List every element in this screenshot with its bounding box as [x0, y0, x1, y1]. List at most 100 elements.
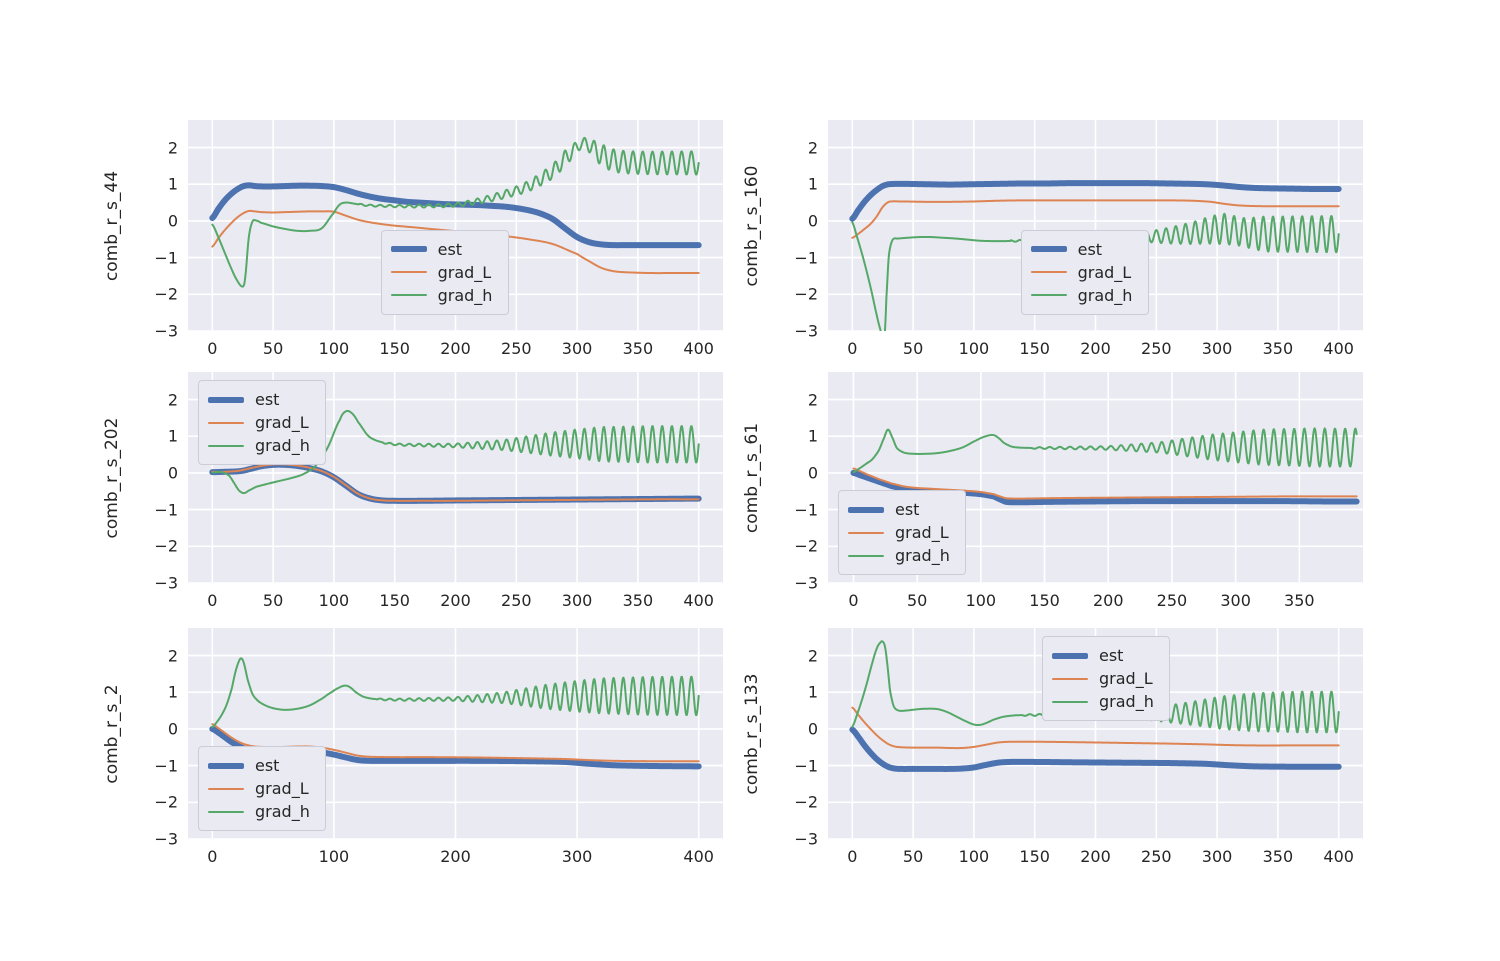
legend-item-est[interactable]: est [1052, 644, 1158, 667]
legend-swatch-est-icon [208, 396, 244, 403]
y-tick-label: 2 [807, 646, 818, 666]
legend-item-grad_h[interactable]: grad_h [208, 434, 314, 457]
y-tick-label: 0 [167, 719, 178, 739]
y-axis-label: comb_r_s_44 [102, 170, 122, 281]
legend-item-grad_L[interactable]: grad_L [848, 521, 954, 544]
legend-item-est[interactable]: est [208, 388, 314, 411]
y-tick-label: −2 [154, 284, 178, 304]
legend-item-est[interactable]: est [390, 238, 497, 261]
legend-label: grad_L [255, 779, 309, 798]
legend[interactable]: est grad_L grad_h [380, 229, 509, 315]
x-tick-label: 250 [1156, 591, 1188, 610]
legend-swatch-grad_L-icon [1030, 271, 1067, 274]
y-tick-label: 2 [807, 390, 818, 410]
y-tick-label: 1 [167, 682, 178, 702]
legend-item-grad_h[interactable]: grad_h [390, 284, 497, 307]
y-tick-label: 0 [167, 463, 178, 483]
legend[interactable]: est grad_L grad_h [198, 746, 326, 831]
series-line-grad_L [211, 463, 700, 502]
legend-item-est[interactable]: est [208, 754, 314, 777]
legend-label: est [1099, 646, 1124, 665]
x-tick-label: 0 [847, 339, 858, 358]
y-tick-label: 1 [167, 426, 178, 446]
x-tick-label: 200 [1080, 339, 1111, 358]
legend-swatch-grad_h-icon [390, 294, 427, 297]
series-line-est [849, 180, 1342, 222]
series-line-grad_h [852, 427, 1358, 474]
x-tick-label: 200 [440, 847, 471, 866]
legend-item-grad_L[interactable]: grad_L [208, 777, 314, 800]
x-tick-label: 250 [501, 339, 532, 358]
legend-label: grad_h [1077, 285, 1133, 305]
x-tick-label: 150 [379, 591, 410, 610]
legend-swatch-est-icon [848, 506, 884, 513]
x-tick-label: 100 [318, 339, 350, 358]
legend-item-grad_L[interactable]: grad_L [1052, 667, 1158, 690]
y-axis-label: comb_r_s_61 [742, 422, 762, 533]
y-tick-label: 2 [167, 646, 178, 666]
x-tick-label: 100 [958, 339, 990, 358]
legend-swatch-est-icon [1052, 652, 1088, 659]
legend-label: est [255, 390, 280, 409]
y-tick-label: −3 [154, 573, 178, 593]
y-tick-label: −1 [154, 756, 178, 776]
x-tick-label: 100 [318, 847, 350, 866]
legend[interactable]: est grad_L grad_h [1042, 636, 1170, 721]
x-tick-label: 50 [906, 591, 928, 610]
legend-item-grad_L[interactable]: grad_L [1030, 261, 1137, 284]
x-tick-label: 0 [847, 847, 858, 866]
y-axis-label: comb_r_s_160 [742, 165, 762, 286]
y-axis-label: comb_r_s_133 [742, 673, 762, 794]
y-tick-label: −1 [794, 248, 818, 268]
legend[interactable]: est grad_L grad_h [838, 490, 966, 575]
legend-item-grad_L[interactable]: grad_L [208, 411, 314, 434]
legend-item-est[interactable]: est [1030, 238, 1137, 261]
x-tick-label: 150 [1019, 339, 1050, 358]
y-tick-label: 2 [167, 138, 178, 158]
x-tick-label: 300 [1220, 591, 1251, 610]
y-tick-label: −2 [154, 792, 178, 812]
y-tick-label: 0 [167, 211, 178, 231]
x-tick-label: 400 [683, 591, 714, 610]
legend-label: grad_L [895, 523, 949, 542]
legend-swatch-grad_L-icon [208, 787, 244, 790]
series-line-est [849, 726, 1342, 772]
x-tick-label: 350 [1262, 847, 1294, 866]
legend[interactable]: est grad_L grad_h [1020, 229, 1149, 315]
x-tick-label: 250 [1141, 847, 1172, 866]
x-tick-label: 100 [965, 591, 997, 610]
legend-item-grad_h[interactable]: grad_h [848, 544, 954, 567]
legend-item-grad_h[interactable]: grad_h [1030, 284, 1137, 307]
y-tick-label: −3 [794, 321, 818, 341]
x-tick-label: 300 [1201, 847, 1233, 866]
legend[interactable]: est grad_L grad_h [198, 380, 326, 465]
legend-item-grad_L[interactable]: grad_L [390, 261, 497, 284]
legend-item-grad_h[interactable]: grad_h [1052, 690, 1158, 713]
legend-label: est [255, 756, 280, 775]
x-tick-label: 0 [207, 847, 218, 866]
x-tick-label: 400 [683, 847, 714, 866]
x-tick-label: 200 [440, 591, 471, 610]
x-tick-label: 100 [958, 847, 990, 866]
legend-item-est[interactable]: est [848, 498, 954, 521]
x-tick-label: 0 [207, 339, 218, 358]
x-tick-label: 200 [440, 339, 471, 358]
y-tick-label: −1 [794, 500, 818, 520]
y-tick-label: −2 [154, 536, 178, 556]
y-tick-label: −1 [154, 248, 178, 268]
legend-label: grad_h [255, 436, 310, 455]
x-tick-label: 350 [1262, 339, 1294, 358]
legend-item-grad_h[interactable]: grad_h [208, 800, 314, 823]
legend-swatch-grad_h-icon [848, 554, 884, 557]
y-tick-label: 1 [807, 426, 818, 446]
legend-label: grad_L [437, 262, 492, 282]
x-tick-label: 350 [622, 591, 654, 610]
x-tick-label: 300 [561, 339, 593, 358]
y-tick-label: 2 [167, 390, 178, 410]
x-tick-label: 300 [561, 591, 593, 610]
x-tick-label: 350 [622, 339, 654, 358]
legend-swatch-grad_L-icon [390, 271, 427, 274]
y-tick-label: 2 [807, 138, 818, 158]
